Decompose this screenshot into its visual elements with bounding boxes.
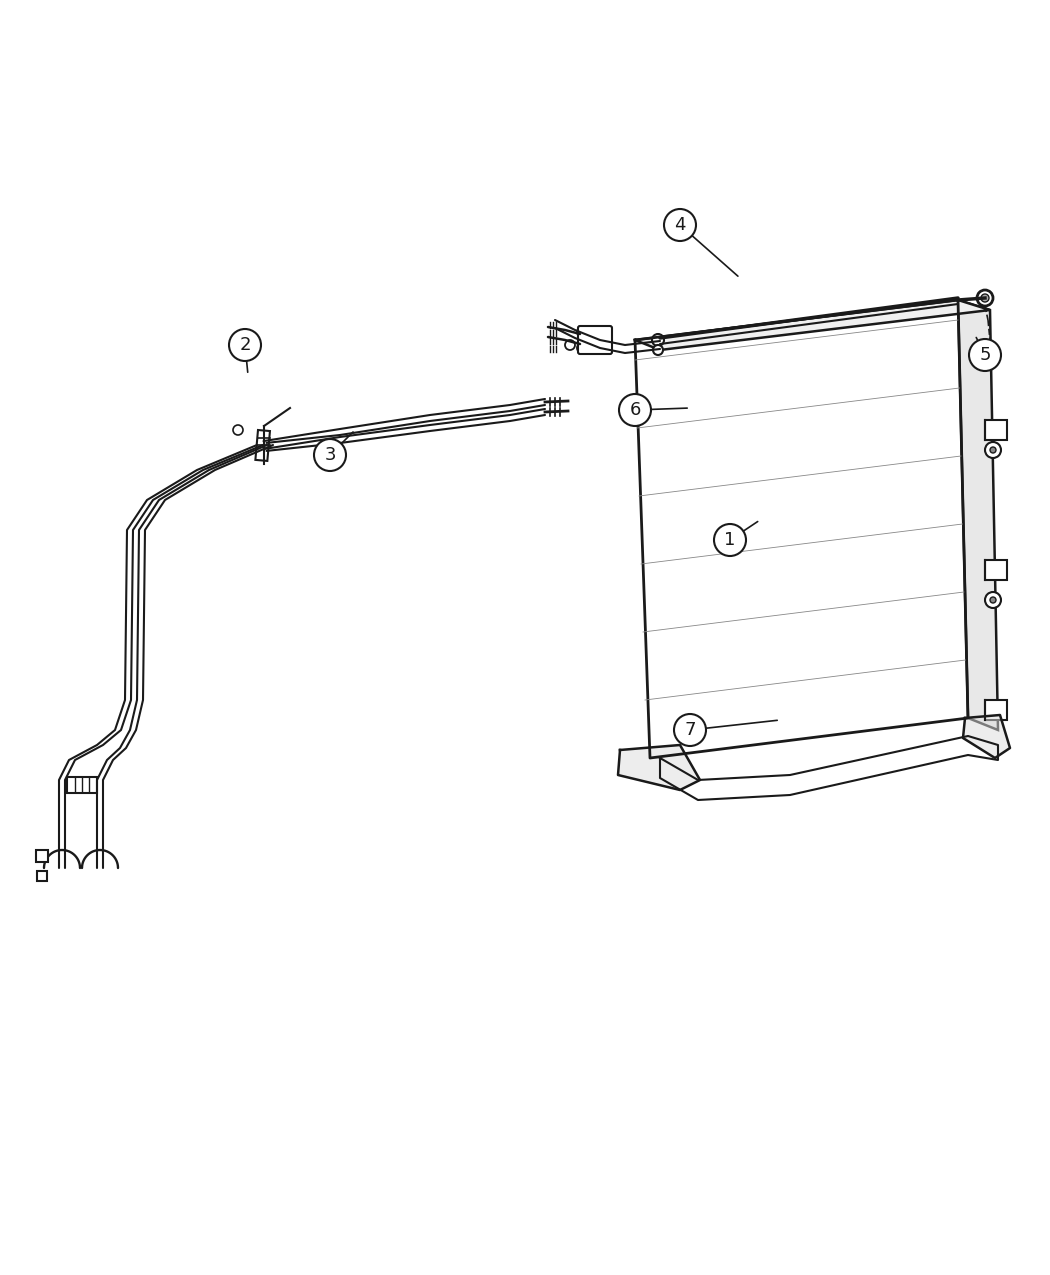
Text: 3: 3 <box>324 446 336 464</box>
Circle shape <box>990 597 996 603</box>
Text: 4: 4 <box>674 215 686 235</box>
Circle shape <box>653 346 663 354</box>
Circle shape <box>985 442 1001 458</box>
Circle shape <box>981 295 989 302</box>
Text: 5: 5 <box>980 346 991 363</box>
FancyBboxPatch shape <box>67 776 97 793</box>
Circle shape <box>620 394 651 426</box>
Text: 6: 6 <box>629 402 640 419</box>
Text: 7: 7 <box>685 720 696 739</box>
Bar <box>985 560 1007 580</box>
Circle shape <box>578 343 587 353</box>
Polygon shape <box>963 715 1010 759</box>
Circle shape <box>714 524 745 556</box>
Circle shape <box>565 340 575 351</box>
Text: 2: 2 <box>239 337 251 354</box>
Circle shape <box>652 334 664 346</box>
Circle shape <box>969 339 1001 371</box>
Circle shape <box>229 329 261 361</box>
Circle shape <box>578 326 587 337</box>
Polygon shape <box>958 300 998 731</box>
Circle shape <box>314 439 346 470</box>
Bar <box>985 419 1007 440</box>
Polygon shape <box>618 745 700 790</box>
Text: 1: 1 <box>724 530 736 550</box>
Circle shape <box>233 425 243 435</box>
FancyBboxPatch shape <box>578 326 612 354</box>
Circle shape <box>976 289 993 306</box>
Circle shape <box>664 209 696 241</box>
Bar <box>985 700 1007 720</box>
Polygon shape <box>635 300 990 351</box>
Circle shape <box>985 592 1001 608</box>
Circle shape <box>674 714 706 746</box>
Circle shape <box>990 448 996 453</box>
Bar <box>255 430 270 462</box>
